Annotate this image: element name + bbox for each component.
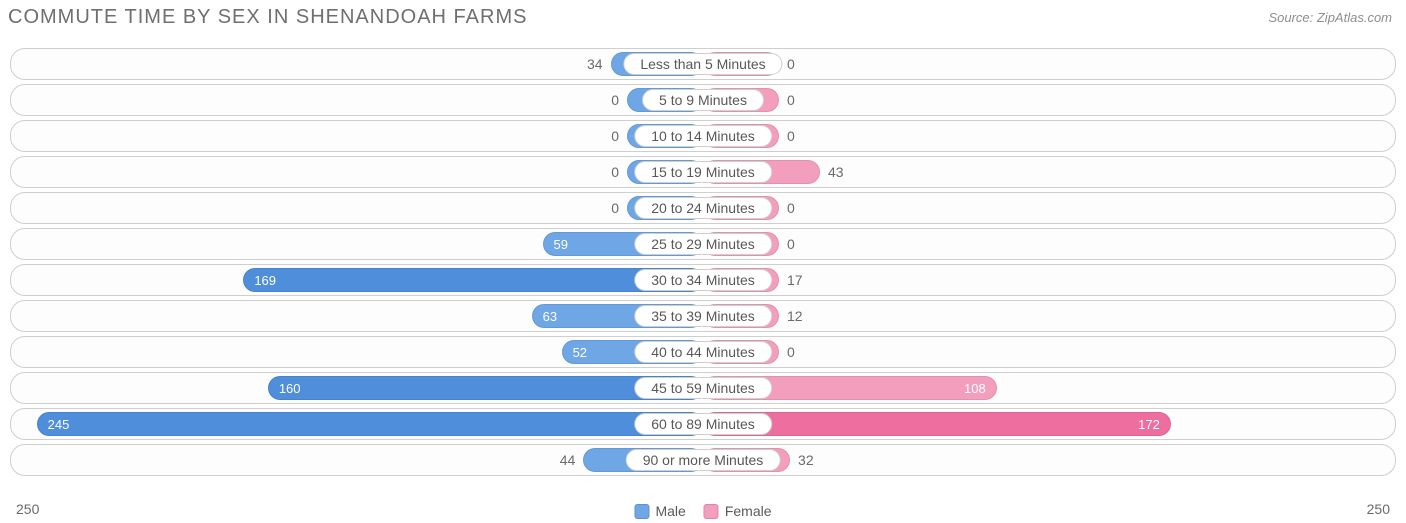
bar-female: 172 bbox=[703, 412, 1171, 436]
bar-female-value: 0 bbox=[779, 52, 839, 76]
chart-row: 160 108 45 to 59 Minutes bbox=[10, 372, 1396, 404]
rows-container: 340Less than 5 Minutes005 to 9 Minutes00… bbox=[10, 48, 1396, 476]
legend-item-female: Female bbox=[704, 503, 772, 519]
legend-label-female: Female bbox=[725, 503, 772, 519]
row-inner: 0 0 20 to 24 Minutes bbox=[17, 196, 1389, 220]
bar-male-value: 52 bbox=[573, 345, 587, 360]
legend: Male Female bbox=[634, 503, 771, 519]
legend-label-male: Male bbox=[655, 503, 685, 519]
category-label: 10 to 14 Minutes bbox=[634, 125, 772, 147]
category-label: 25 to 29 Minutes bbox=[634, 233, 772, 255]
source-attribution: Source: ZipAtlas.com bbox=[1268, 10, 1392, 25]
bar-male-value: 0 bbox=[567, 88, 627, 112]
row-inner: 0 0 5 to 9 Minutes bbox=[17, 88, 1389, 112]
bar-female-value: 0 bbox=[779, 124, 839, 148]
bar-male-value: 44 bbox=[523, 448, 583, 472]
row-inner: 0 0 10 to 14 Minutes bbox=[17, 124, 1389, 148]
legend-item-male: Male bbox=[634, 503, 685, 519]
category-label: 40 to 44 Minutes bbox=[634, 341, 772, 363]
category-label: Less than 5 Minutes bbox=[623, 53, 782, 75]
bar-male-value: 245 bbox=[48, 417, 70, 432]
chart-row: 0 43 15 to 19 Minutes bbox=[10, 156, 1396, 188]
row-inner: 63 12 35 to 39 Minutes bbox=[17, 304, 1389, 328]
row-inner: 59 0 25 to 29 Minutes bbox=[17, 232, 1389, 256]
chart-row: 34 0Less than 5 Minutes bbox=[10, 48, 1396, 80]
row-inner: 245 172 60 to 89 Minutes bbox=[17, 412, 1389, 436]
bar-male: 245 bbox=[37, 412, 703, 436]
bar-male-value: 0 bbox=[567, 160, 627, 184]
chart-row: 44 32 90 or more Minutes bbox=[10, 444, 1396, 476]
bar-female-value: 0 bbox=[779, 232, 839, 256]
chart-row: 52 0 40 to 44 Minutes bbox=[10, 336, 1396, 368]
bar-male-value: 59 bbox=[554, 237, 568, 252]
bar-female-value: 32 bbox=[790, 448, 850, 472]
chart-title: COMMUTE TIME BY SEX IN SHENANDOAH FARMS bbox=[8, 6, 527, 29]
bar-male-value: 63 bbox=[543, 309, 557, 324]
category-label: 90 or more Minutes bbox=[626, 449, 781, 471]
axis-max-left: 250 bbox=[16, 501, 39, 517]
chart-area: 340Less than 5 Minutes005 to 9 Minutes00… bbox=[10, 48, 1396, 497]
row-inner: 0 43 15 to 19 Minutes bbox=[17, 160, 1389, 184]
swatch-male bbox=[634, 504, 649, 519]
row-inner: 44 32 90 or more Minutes bbox=[17, 448, 1389, 472]
category-label: 20 to 24 Minutes bbox=[634, 197, 772, 219]
category-label: 60 to 89 Minutes bbox=[634, 413, 772, 435]
bar-male-value: 160 bbox=[279, 381, 301, 396]
category-label: 45 to 59 Minutes bbox=[634, 377, 772, 399]
chart-row: 59 0 25 to 29 Minutes bbox=[10, 228, 1396, 260]
chart-row: 0 0 5 to 9 Minutes bbox=[10, 84, 1396, 116]
category-label: 35 to 39 Minutes bbox=[634, 305, 772, 327]
bar-female-value: 172 bbox=[1138, 417, 1160, 432]
bar-female-value: 0 bbox=[779, 196, 839, 220]
bar-female-value: 108 bbox=[964, 381, 986, 396]
chart-row: 0 0 10 to 14 Minutes bbox=[10, 120, 1396, 152]
bar-female-value: 43 bbox=[820, 160, 880, 184]
row-inner: 34 0Less than 5 Minutes bbox=[17, 52, 1389, 76]
bar-male-value: 34 bbox=[551, 52, 611, 76]
category-label: 5 to 9 Minutes bbox=[642, 89, 764, 111]
bar-male-value: 0 bbox=[567, 124, 627, 148]
bar-female-value: 0 bbox=[779, 340, 839, 364]
category-label: 15 to 19 Minutes bbox=[634, 161, 772, 183]
bar-male-value: 0 bbox=[567, 196, 627, 220]
row-inner: 169 17 30 to 34 Minutes bbox=[17, 268, 1389, 292]
chart-row: 169 17 30 to 34 Minutes bbox=[10, 264, 1396, 296]
swatch-female bbox=[704, 504, 719, 519]
category-label: 30 to 34 Minutes bbox=[634, 269, 772, 291]
bar-female-value: 17 bbox=[779, 268, 839, 292]
chart-row: 245 172 60 to 89 Minutes bbox=[10, 408, 1396, 440]
bar-male-value: 169 bbox=[254, 273, 276, 288]
axis-max-right: 250 bbox=[1367, 501, 1390, 517]
chart-row: 63 12 35 to 39 Minutes bbox=[10, 300, 1396, 332]
bar-female-value: 0 bbox=[779, 88, 839, 112]
chart-row: 0 0 20 to 24 Minutes bbox=[10, 192, 1396, 224]
bar-female-value: 12 bbox=[779, 304, 839, 328]
row-inner: 52 0 40 to 44 Minutes bbox=[17, 340, 1389, 364]
row-inner: 160 108 45 to 59 Minutes bbox=[17, 376, 1389, 400]
